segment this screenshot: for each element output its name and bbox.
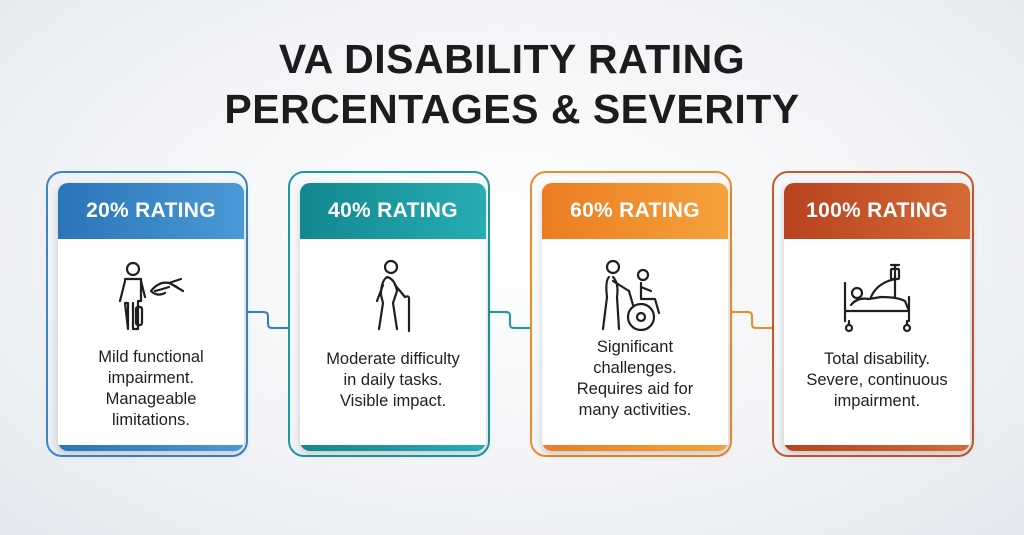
description-line: Significant [596,338,674,356]
patient-in-hospital-bed-icon [843,263,912,333]
description-line: many activities. [578,401,692,419]
card-header: 40% RATING [300,183,486,239]
card-description: Significant challenges. Requires aid for… [548,337,722,421]
description-line: impairment. [107,369,195,387]
connector-1-2 [246,311,290,329]
card-panel: 60% RATING Significant challenges. Requi… [542,183,728,451]
card-bottom-bar [300,445,486,451]
description-line: Severe, continuous [806,371,948,389]
description-line: Moderate difficulty [326,350,460,368]
description-line: impairment. [833,392,921,410]
description-line: Mild functional [98,348,204,366]
card-header: 100% RATING [784,183,970,239]
description-line: Visible impact. [339,392,447,410]
card-panel: 40% RATING Moderate difficulty in daily … [300,183,486,451]
connector-2-3 [488,311,532,329]
card-header: 60% RATING [542,183,728,239]
description-line: Requires aid for [576,380,694,398]
card-header: 20% RATING [58,183,244,239]
person-with-cane-icon [375,259,411,333]
rating-card-20: 20% RATING Mild functional impairment. M… [46,171,248,457]
card-description: Total disability. Severe, continuous imp… [790,349,964,412]
description-line: challenges. [593,359,677,377]
card-bottom-bar [784,445,970,451]
title-line-1: VA DISABILITY RATING [278,36,746,82]
description-line: Total disability. [823,350,931,368]
person-pushing-wheelchair-icon [601,259,661,332]
card-panel: 100% RATING Total disability. Severe, co… [784,183,970,451]
rating-card-100: 100% RATING Total disability. Severe, co… [772,171,974,457]
card-description: Mild functional impairment. Manageable l… [64,347,238,431]
title-line-2: PERCENTAGES & SEVERITY [224,86,800,132]
card-description: Moderate difficulty in daily tasks. Visi… [306,349,480,412]
page-title: VA DISABILITY RATING PERCENTAGES & SEVER… [0,34,1024,134]
description-line: in daily tasks. [343,371,443,389]
card-bottom-bar [542,445,728,451]
description-line: Manageable [105,390,197,408]
card-bottom-bar [58,445,244,451]
rating-card-40: 40% RATING Moderate difficulty in daily … [288,171,490,457]
card-panel: 20% RATING Mild functional impairment. M… [58,183,244,451]
description-line: limitations. [112,411,190,429]
connector-3-4 [730,311,774,329]
person-with-cast-and-helping-hand-icon [118,261,185,331]
rating-card-60: 60% RATING Significant challenges. Requi… [530,171,732,457]
